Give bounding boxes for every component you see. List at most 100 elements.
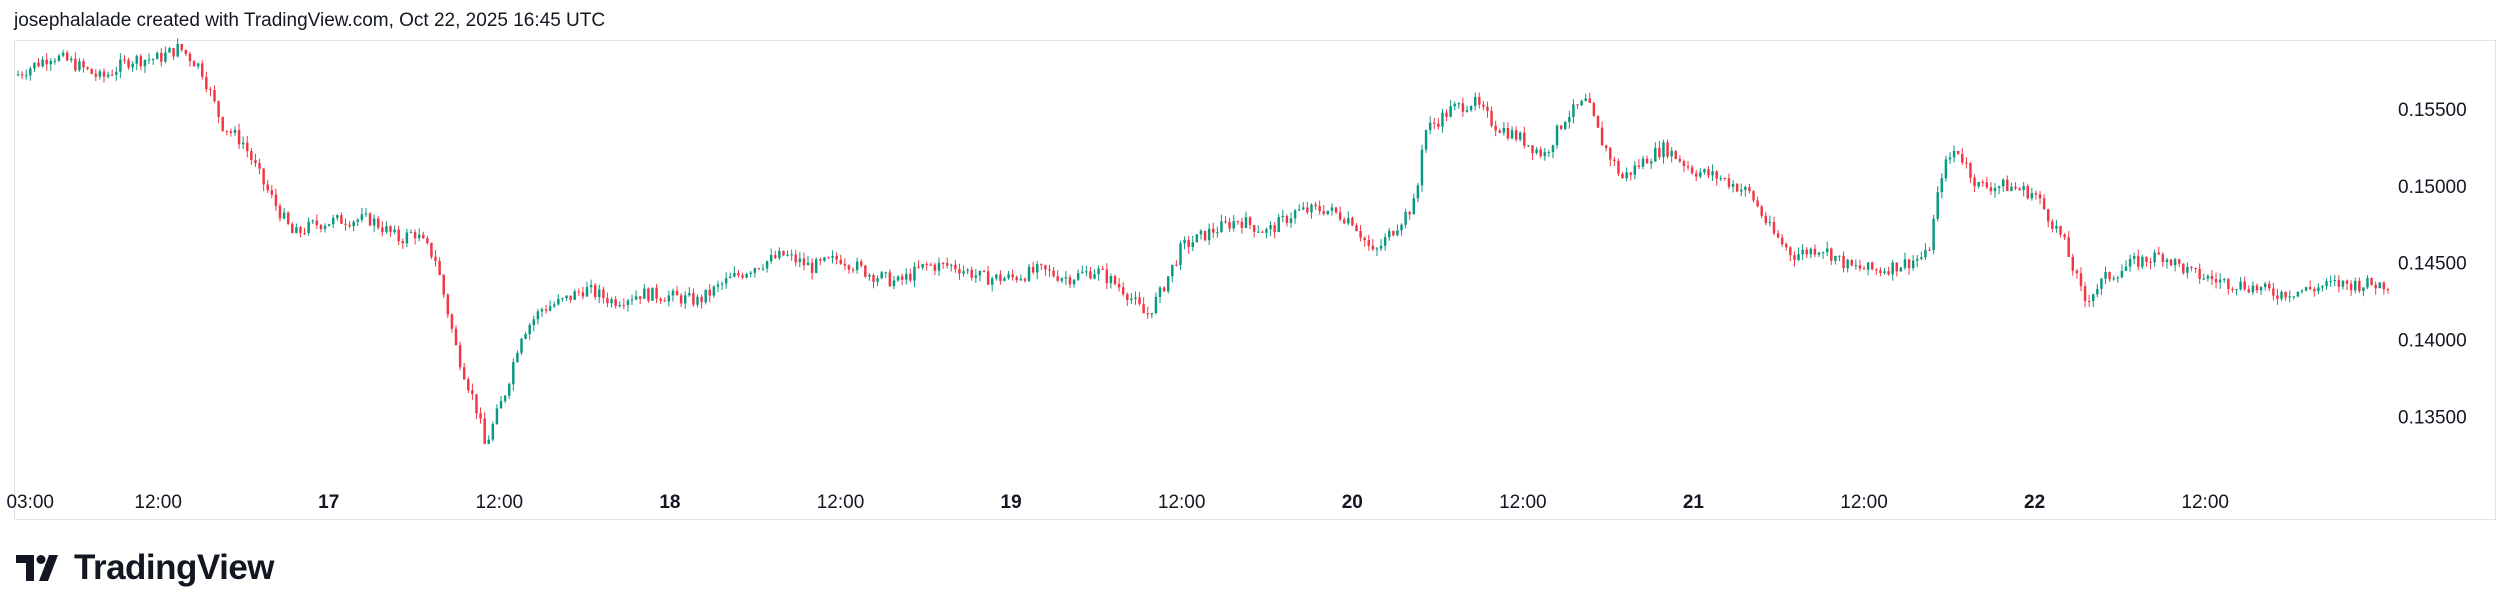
candle-body: [2341, 280, 2345, 287]
candle-body: [532, 319, 536, 326]
candle-body: [1482, 104, 1485, 107]
candle-body: [1920, 257, 1923, 259]
candle-body: [123, 59, 126, 61]
candle-body: [548, 306, 552, 311]
candle-body: [720, 283, 724, 285]
candle-body: [41, 59, 44, 67]
candle-body: [1371, 245, 1375, 250]
candle-body: [950, 264, 953, 266]
candle-body: [2296, 291, 2300, 297]
candle-body: [634, 296, 638, 300]
candle-body: [467, 379, 470, 391]
candle-body: [2137, 255, 2140, 267]
candle-body: [2284, 291, 2287, 298]
candle-body: [696, 296, 699, 305]
candle-body: [761, 268, 765, 270]
candle-body: [426, 238, 429, 243]
candle-body: [344, 223, 347, 225]
candle-body: [671, 290, 675, 296]
candle-body: [540, 309, 544, 312]
candle-body: [2120, 270, 2124, 278]
candle-body: [970, 269, 973, 278]
candle-body: [1977, 182, 1980, 187]
candle-body: [2206, 275, 2210, 279]
candle-body: [487, 439, 490, 444]
candle-body: [2169, 259, 2173, 266]
candle-body: [1330, 207, 1334, 211]
candle-body: [561, 298, 564, 300]
candle-body: [1961, 153, 1964, 163]
candle-body: [1719, 178, 1723, 180]
candle-body: [2259, 286, 2263, 291]
candle-body: [2272, 288, 2275, 296]
candle-body: [1785, 244, 1788, 248]
candle-body: [1895, 262, 1899, 272]
candle-body: [1056, 276, 1059, 281]
candle-body: [1293, 210, 1297, 219]
candle-body: [1388, 231, 1391, 238]
candle-body: [1662, 142, 1665, 158]
candle-body: [1060, 278, 1064, 281]
candle-body: [1289, 218, 1293, 223]
candle-body: [2128, 258, 2132, 267]
candle-body: [2288, 296, 2291, 298]
candle-body: [2194, 267, 2197, 269]
candle-body: [1138, 297, 1141, 305]
candle-body: [962, 271, 965, 274]
candle-body: [1134, 297, 1137, 299]
candle-body: [1367, 240, 1370, 246]
candle-body: [29, 68, 32, 76]
candle-body: [1228, 221, 1231, 229]
candle-body: [1948, 157, 1952, 160]
candle-body: [1310, 204, 1313, 213]
candle-body: [1780, 237, 1784, 245]
candle-body: [921, 264, 924, 268]
candle-body: [1412, 198, 1416, 215]
candle-body: [1494, 125, 1497, 131]
candle-body: [2218, 279, 2222, 283]
candle-body: [2153, 252, 2156, 263]
candle-body: [1486, 106, 1489, 111]
candle-body: [1801, 249, 1804, 255]
candle-body: [1862, 268, 1866, 270]
candle-body: [1764, 215, 1768, 223]
candle-body: [917, 266, 920, 268]
candle-body: [2100, 278, 2103, 289]
candle-body: [1273, 225, 1276, 233]
candle-body: [389, 226, 392, 232]
candle-body: [1682, 161, 1686, 167]
tradingview-logo[interactable]: TradingView: [16, 548, 275, 588]
candle-body: [1580, 100, 1583, 106]
candle-body: [1252, 225, 1256, 232]
candle-body: [2313, 289, 2316, 292]
candle-body: [859, 261, 863, 266]
candle-body: [2112, 278, 2115, 280]
candle-body: [1527, 145, 1530, 147]
candle-body: [2190, 267, 2193, 269]
candle-body: [2268, 283, 2271, 289]
candle-body: [155, 53, 159, 60]
candle-body: [733, 273, 736, 277]
candle-body: [1625, 172, 1628, 179]
candle-body: [2141, 256, 2144, 267]
candle-body: [2161, 254, 2165, 263]
candle-body: [184, 49, 188, 54]
candle-body: [1568, 117, 1571, 123]
candle-body: [1752, 191, 1755, 201]
candle-body: [1686, 166, 1690, 168]
candle-body: [1543, 152, 1547, 157]
candle-body: [593, 285, 597, 298]
candle-body: [1670, 150, 1673, 157]
candle-body: [2231, 288, 2234, 290]
candle-body: [1318, 206, 1321, 212]
candle-body: [1277, 217, 1280, 233]
candle-body: [2038, 194, 2042, 199]
candle-body: [2124, 266, 2128, 271]
candle-body: [831, 255, 834, 258]
candle-body: [1699, 172, 1702, 177]
candle-body: [295, 227, 298, 234]
candle-body: [880, 272, 883, 279]
candle-body: [147, 59, 151, 61]
candle-body: [1993, 188, 1997, 192]
